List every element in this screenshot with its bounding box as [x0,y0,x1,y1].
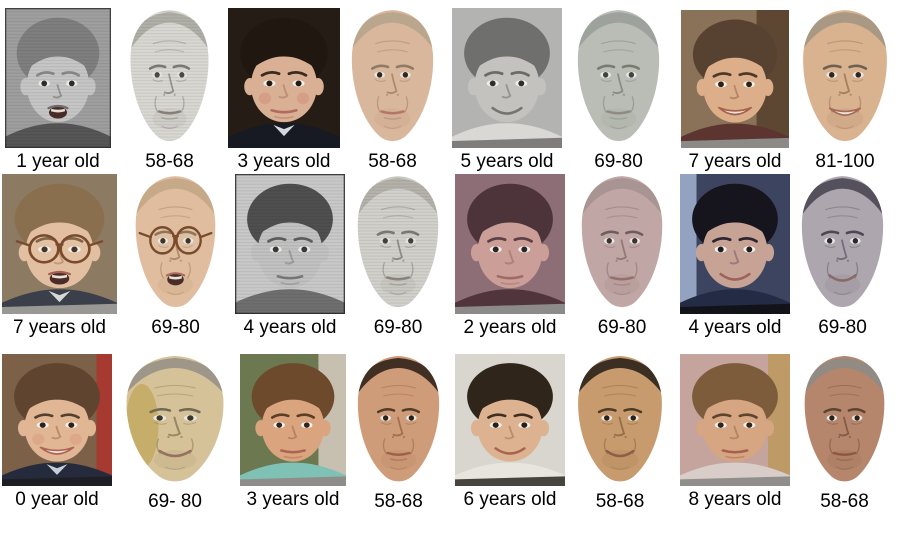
age-label: 3 years old [246,489,340,510]
aged-face-cell: 69-80 [793,174,892,338]
age-label: 3 years old [237,151,331,172]
aged-face-cell: 58-68 [796,354,893,512]
aged-face-cell: 58-68 [122,8,217,172]
aged-face-cell: 69-80 [127,174,224,338]
child-photo [235,174,345,314]
age-label: 58-68 [145,151,194,172]
age-label: 69-80 [151,317,200,338]
age-label: 0 year old [15,489,99,510]
child-photo [680,174,790,314]
child-photo-cell: 7 years old [681,10,789,172]
child-photo-cell: 7 years old [2,174,117,338]
child-photo-cell: 6 years old [455,354,565,510]
age-label: 4 years old [243,317,337,338]
age-label: 8 years old [688,489,782,510]
child-photo-cell: 3 years old [228,8,340,172]
aged-face-cell: 58-68 [349,354,448,512]
aged-face-cell: 69-80 [569,8,668,172]
aged-face-cell: 58-68 [343,8,442,172]
child-photo-cell: 1 year old [5,8,111,172]
child-photo-cell: 0 year old [2,354,112,510]
child-photo [240,354,346,486]
age-label: 5 years old [460,151,554,172]
child-photo [228,8,340,148]
child-photo-cell: 4 years old [235,174,345,338]
age-label: 69-80 [597,317,647,338]
aged-face-render [122,8,217,148]
age-label: 58-68 [820,491,869,512]
age-label: 69-80 [373,317,423,338]
age-label: 2 years old [463,317,557,338]
aged-face-render [793,174,892,314]
child-photo [680,354,790,486]
child-photo-cell: 8 years old [680,354,790,510]
age-label: 1 year old [16,151,100,172]
child-photo-cell: 2 years old [455,174,565,338]
age-label: 69-80 [818,317,867,338]
aged-face-cell: 81-100 [794,8,896,172]
age-label: 7 years old [13,317,106,338]
aged-face-render [573,174,671,314]
age-label: 69-80 [594,151,643,172]
aged-face-cell: 69-80 [349,174,447,338]
aged-face-render [116,354,234,488]
aged-face-render [127,174,224,314]
age-label: 6 years old [463,489,557,510]
aged-face-render [796,354,893,488]
aged-face-render [569,354,671,488]
age-label: 69- 80 [148,491,202,512]
child-photo [2,174,117,314]
child-photo [455,174,565,314]
age-label: 58-68 [374,491,423,512]
age-label: 58-68 [595,491,645,512]
child-photo [681,10,789,148]
age-label: 7 years old [688,151,782,172]
age-label: 81-100 [815,151,875,172]
child-photo [2,354,112,486]
child-photo [455,354,565,486]
aged-face-render [349,354,448,488]
aged-face-render [569,8,668,148]
child-photo-cell: 3 years old [240,354,346,510]
aged-face-render [349,174,447,314]
child-photo-cell: 4 years old [680,174,790,338]
child-photo-cell: 5 years old [452,8,562,172]
age-label: 58-68 [368,151,417,172]
child-photo [5,8,111,148]
aged-face-render [343,8,442,148]
aged-face-cell: 69-80 [573,174,671,338]
child-photo [452,8,562,148]
aged-face-cell: 69- 80 [116,354,234,512]
aged-face-render [794,8,896,148]
aged-face-cell: 58-68 [569,354,671,512]
age-label: 4 years old [688,317,782,338]
